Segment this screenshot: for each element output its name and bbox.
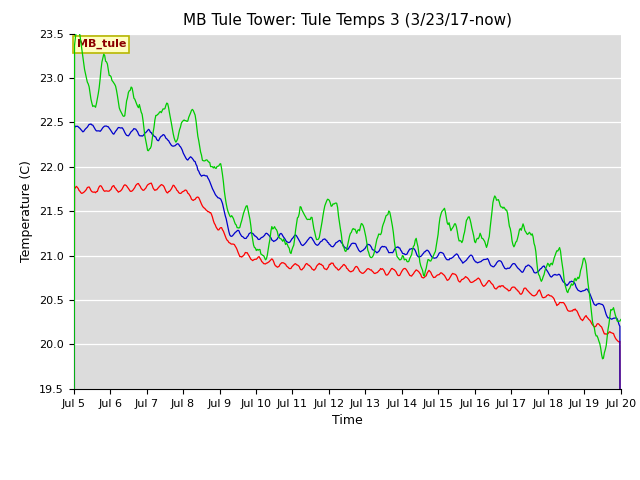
Title: MB Tule Tower: Tule Temps 3 (3/23/17-now): MB Tule Tower: Tule Temps 3 (3/23/17-now… <box>182 13 512 28</box>
Y-axis label: Temperature (C): Temperature (C) <box>20 160 33 262</box>
X-axis label: Time: Time <box>332 414 363 427</box>
Text: MB_tule: MB_tule <box>77 39 126 49</box>
